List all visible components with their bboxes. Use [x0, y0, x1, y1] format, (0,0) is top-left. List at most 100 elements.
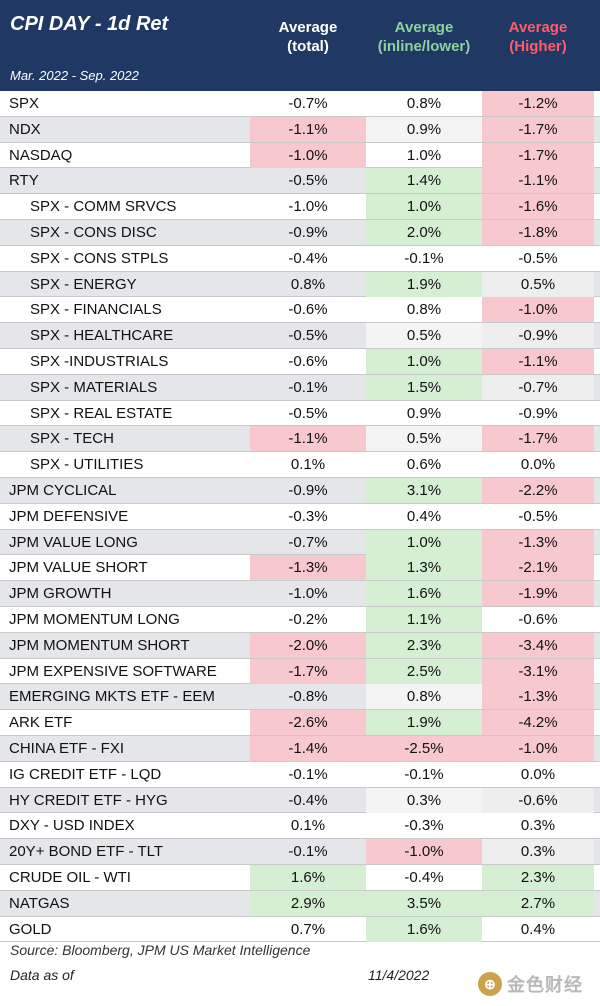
value-total: -0.5% [288, 327, 328, 345]
table-row: SPX - CONS DISC -0.9% 2.0% -1.8% [0, 219, 600, 246]
row-label: SPX [9, 95, 40, 112]
value-higher: 0.0% [520, 456, 556, 474]
row-label: CRUDE OIL - WTI [9, 868, 131, 886]
row-label: ARK ETF [9, 714, 73, 732]
row-label: SPX -INDUSTRIALS [30, 352, 169, 370]
value-total: -0.1% [288, 378, 328, 396]
value-total: -1.1% [250, 426, 366, 452]
value-inline-lower: 1.0% [406, 146, 442, 164]
value-inline-lower: 0.9% [406, 404, 442, 422]
value-total: -1.0% [250, 142, 366, 168]
value-higher: -0.5% [518, 507, 558, 525]
value-inline-lower: -0.3% [404, 817, 444, 835]
table-row: JPM CYCLICAL -0.9% 3.1% -2.2% [0, 477, 600, 504]
table-row: CHINA ETF - FXI -1.4% -2.5% -1.0% [0, 735, 600, 762]
value-higher: -1.0% [482, 297, 594, 323]
value-higher: -0.9% [518, 404, 558, 422]
value-inline-lower: -1.0% [366, 839, 482, 865]
row-label: NDX [9, 120, 41, 138]
value-higher: -0.5% [518, 249, 558, 267]
row-label: JPM VALUE SHORT [9, 559, 148, 577]
row-label: GOLD [9, 920, 52, 938]
row-label: SPX - HEALTHCARE [30, 327, 174, 345]
value-total: -2.0% [250, 632, 366, 658]
value-higher: -1.0% [482, 735, 594, 761]
table-row: ARK ETF -2.6% 1.9% -4.2% [0, 710, 600, 736]
row-label: CHINA ETF - FXI [9, 739, 125, 757]
value-total: 0.1% [290, 817, 326, 835]
value-inline-lower: 1.0% [366, 194, 482, 220]
row-label: SPX - COMM SRVCS [30, 198, 177, 216]
table-row: HY CREDIT ETF - HYG -0.4% 0.3% -0.6% [0, 787, 600, 814]
table-body: SPX -0.7% 0.8% -1.2% NDX -1.1% 0.9% -1.7% NASDAQ… [0, 91, 600, 943]
column-header-higher: Average (Higher) [482, 18, 594, 56]
value-inline-lower: 0.8% [406, 301, 442, 319]
watermark-text: 金色财经 [507, 975, 583, 995]
value-total: -1.0% [288, 585, 328, 603]
table-row: RTY -0.5% 1.4% -1.1% [0, 168, 600, 195]
column-header-line: (Higher) [509, 38, 567, 55]
table-row: IG CREDIT ETF - LQD -0.1% -0.1% 0.0% [0, 762, 600, 788]
cpi-day-table: CPI DAY - 1d Ret Mar. 2022 - Sep. 2022 A… [0, 0, 600, 943]
value-inline-lower: 2.0% [366, 219, 482, 245]
row-label: SPX - FINANCIALS [30, 301, 162, 319]
row-label: SPX - MATERIALS [30, 378, 158, 396]
row-label: JPM DEFENSIVE [9, 507, 129, 525]
column-header-inline-lower: Average (inline/lower) [366, 18, 482, 56]
value-higher: -2.2% [482, 477, 594, 503]
value-total: -1.3% [250, 555, 366, 581]
value-total: -0.7% [288, 95, 328, 112]
table-row: SPX -0.7% 0.8% -1.2% [0, 91, 600, 117]
value-inline-lower: 1.6% [366, 916, 482, 942]
value-inline-lower: 1.0% [366, 348, 482, 374]
value-total: -0.1% [288, 843, 328, 861]
column-header-line: Average [394, 19, 454, 36]
row-label: SPX - REAL ESTATE [30, 404, 173, 422]
row-label: IG CREDIT ETF - LQD [9, 765, 162, 783]
value-higher: -0.7% [482, 374, 594, 400]
period-label: Mar. 2022 - Sep. 2022 [10, 68, 139, 83]
row-label: SPX - CONS STPLS [30, 249, 169, 267]
row-label: SPX - CONS DISC [30, 223, 157, 241]
value-inline-lower: 3.1% [366, 477, 482, 503]
value-higher: 2.3% [482, 864, 594, 890]
table-row: SPX - TECH -1.1% 0.5% -1.7% [0, 426, 600, 453]
value-total: -0.3% [288, 507, 328, 525]
table-row: SPX - COMM SRVCS -1.0% 1.0% -1.6% [0, 194, 600, 220]
watermark: ⊕ 金色财经 [478, 970, 596, 998]
table-row: JPM VALUE LONG -0.7% 1.0% -1.3% [0, 529, 600, 556]
table-row: CRUDE OIL - WTI 1.6% -0.4% 2.3% [0, 864, 600, 891]
value-inline-lower: 0.5% [366, 323, 482, 349]
table-row: JPM MOMENTUM SHORT -2.0% 2.3% -3.4% [0, 632, 600, 659]
value-higher: 0.4% [520, 920, 556, 938]
value-total: 1.6% [250, 864, 366, 890]
value-inline-lower: 1.5% [366, 374, 482, 400]
value-higher: -0.6% [482, 787, 594, 813]
value-inline-lower: 1.6% [366, 581, 482, 607]
value-higher: -1.3% [482, 529, 594, 555]
row-label: JPM EXPENSIVE SOFTWARE [9, 662, 217, 680]
table-row: JPM DEFENSIVE -0.3% 0.4% -0.5% [0, 504, 600, 530]
table-footer: Source: Bloomberg, JPM US Market Intelli… [0, 937, 600, 1006]
column-header-line: Average [508, 19, 568, 36]
value-total: -0.9% [288, 481, 328, 499]
column-header-line: (total) [287, 38, 329, 55]
value-inline-lower: 1.3% [366, 555, 482, 581]
row-label: JPM MOMENTUM LONG [9, 610, 180, 628]
table-row: JPM EXPENSIVE SOFTWARE -1.7% 2.5% -3.1% [0, 658, 600, 685]
table-row: JPM GROWTH -1.0% 1.6% -1.9% [0, 581, 600, 607]
value-higher: -3.1% [482, 658, 594, 684]
value-higher: 0.0% [520, 765, 556, 783]
value-total: -0.4% [288, 249, 328, 267]
value-total: 0.1% [290, 456, 326, 474]
column-header-line: (inline/lower) [377, 38, 471, 55]
table-row: GOLD 0.7% 1.6% 0.4% [0, 916, 600, 943]
table-row: SPX - HEALTHCARE -0.5% 0.5% -0.9% [0, 323, 600, 349]
value-inline-lower: 0.5% [366, 426, 482, 452]
table-row: 20Y+ BOND ETF - TLT -0.1% -1.0% 0.3% [0, 839, 600, 865]
value-higher: 0.3% [482, 839, 594, 865]
column-header-total: Average (total) [250, 18, 366, 56]
table-row: NASDAQ -1.0% 1.0% -1.7% [0, 142, 600, 169]
value-inline-lower: 2.5% [366, 658, 482, 684]
value-total: -0.6% [288, 301, 328, 319]
